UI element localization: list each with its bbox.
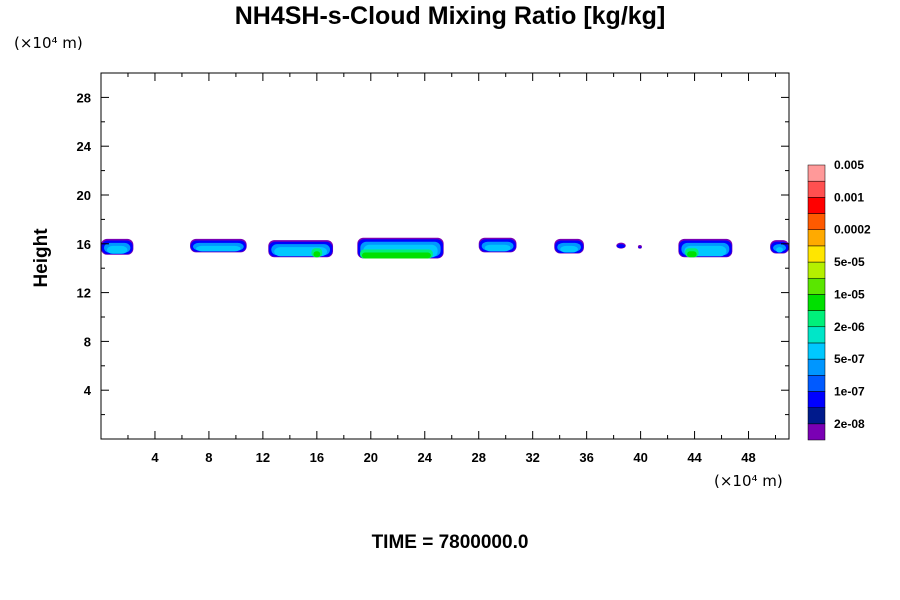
colorbar-swatch: [807, 391, 826, 408]
y-tick-label: 16: [77, 237, 91, 252]
cloud-patch-2: [190, 238, 247, 253]
cloud-inner: [196, 245, 241, 252]
colorbar-label: 1e-05: [834, 287, 865, 301]
cloud-patch-10: [770, 240, 789, 254]
colorbar-swatch: [807, 294, 826, 311]
cloud-patch-1: [101, 238, 134, 255]
colorbar-label: 1e-07: [834, 384, 865, 398]
cloud-core-center: [362, 252, 431, 259]
y-tick-label: 12: [77, 286, 91, 301]
colorbar-swatch: [807, 375, 826, 392]
y-tick-label: 4: [84, 383, 92, 398]
cloud-core-center: [687, 251, 697, 258]
x-tick-label: 48: [741, 450, 755, 465]
x-tick-label: 44: [687, 450, 702, 465]
colorbar-swatch: [807, 310, 826, 328]
cloud-body: [616, 244, 626, 249]
x-axis-unit: (×10⁴ m): [714, 472, 783, 490]
cloud-body: [638, 246, 642, 249]
x-tick-label: 36: [579, 450, 593, 465]
time-label: TIME = 7800000.0: [371, 532, 529, 553]
x-tick-label: 12: [256, 450, 270, 465]
cloud-patch-3: [268, 240, 334, 258]
cloud-patch-8: [637, 245, 642, 249]
colorbar-label: 0.0002: [834, 223, 871, 237]
colorbar-label: 2e-08: [834, 417, 865, 431]
colorbar-swatch: [807, 326, 826, 344]
cloud-patch-7: [616, 242, 626, 249]
cloud-inner: [484, 244, 511, 252]
cloud-inner: [560, 245, 578, 253]
y-tick-label: 8: [84, 334, 91, 349]
cloud-patch-9: [678, 238, 733, 258]
cloud-patch-5: [478, 237, 517, 253]
colorbar-swatch: [807, 261, 826, 279]
chart-title: NH4SH-s-Cloud Mixing Ratio [kg/kg]: [234, 2, 666, 30]
colorbar-swatch: [807, 358, 826, 376]
colorbar: 2e-08 1e-07 5e-07 2e-06 1e-05 5e-05 0.0002 0.00…: [807, 158, 871, 441]
cloud-patch-4: [357, 237, 444, 259]
cloud-patch-6: [554, 238, 584, 254]
y-axis-unit: (×10⁴ m): [14, 34, 83, 52]
x-tick-label: 28: [471, 450, 485, 465]
cloud-inner: [107, 245, 128, 254]
colorbar-label: 0.001: [834, 190, 864, 204]
colorbar-swatch: [807, 407, 826, 425]
x-tick-label: 24: [418, 450, 433, 465]
x-tick-label: 16: [310, 450, 324, 465]
y-tick-label: 28: [77, 90, 91, 105]
colorbar-swatch: [807, 342, 826, 360]
colorbar-swatch: [807, 164, 826, 182]
colorbar-label: 0.005: [834, 158, 864, 172]
cloud-inner: [776, 247, 783, 253]
plot-content: [101, 237, 789, 259]
y-tick-label: 20: [77, 188, 91, 203]
colorbar-swatch: [807, 180, 826, 198]
x-tick-label: 40: [633, 450, 647, 465]
colorbar-swatch: [807, 423, 826, 441]
x-tick-label: 4: [151, 450, 159, 465]
colorbar-swatch: [807, 229, 826, 247]
colorbar-label: 2e-06: [834, 320, 865, 334]
plot-frame: [100, 72, 790, 440]
colorbar-label: 5e-07: [834, 352, 865, 366]
colorbar-swatch: [807, 213, 826, 230]
x-tick-label: 20: [364, 450, 378, 465]
colorbar-label: 5e-05: [834, 255, 865, 269]
colorbar-swatch: [807, 245, 826, 263]
colorbar-swatch: [807, 197, 826, 214]
cloud-core-center: [313, 251, 321, 258]
y-tick-label: 24: [77, 139, 92, 154]
x-tick-label: 8: [205, 450, 212, 465]
colorbar-swatch: [807, 277, 826, 295]
x-tick-label: 32: [525, 450, 539, 465]
